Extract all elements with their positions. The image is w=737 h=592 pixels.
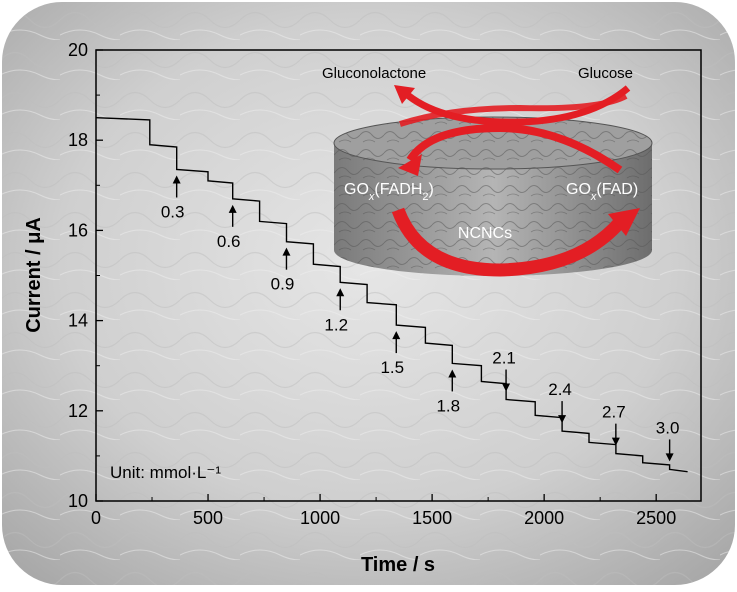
inset-label-gox-fad: GOx(FAD): [566, 181, 638, 203]
y-tick-label: 20: [68, 40, 88, 60]
concentration-label: 2.1: [492, 349, 516, 368]
unit-note: Unit: mmol·L⁻¹: [110, 463, 221, 482]
inset-label-gluconolactone: Gluconolactone: [322, 65, 426, 82]
concentration-label: 3.0: [656, 418, 680, 437]
concentration-label: 0.6: [217, 232, 241, 251]
addition-arrowhead: [172, 175, 181, 184]
axis-tick-labels: 0 500 1000 1500 2000 2500 10 12 14 16 18 20: [68, 40, 676, 528]
x-tick-label: 2500: [636, 508, 676, 528]
inset-arrowhead-fad: [608, 208, 640, 236]
inset-upper-loop-arrow: [406, 123, 623, 174]
inset-label-ncncs: NCNCs: [458, 225, 512, 242]
inset-diagram: Gluconolactone Glucose GOx(FADH2) GOx(FA…: [322, 65, 653, 277]
addition-arrowhead: [611, 437, 620, 446]
y-tick-label: 16: [68, 220, 88, 240]
y-axis-label: Current / μA: [23, 217, 45, 333]
addition-arrowhead: [336, 288, 345, 297]
addition-arrowhead: [392, 331, 401, 340]
y-tick-label: 18: [68, 130, 88, 150]
x-tick-label: 1000: [300, 508, 340, 528]
y-tick-label: 10: [68, 491, 88, 511]
concentration-label: 2.7: [602, 403, 626, 422]
inset-label-gox-fadh2: GOx(FADH2): [344, 181, 434, 203]
y-tick-label: 12: [68, 401, 88, 421]
concentration-label: 2.4: [548, 380, 572, 399]
inset-arrowhead-fadh2: [398, 154, 422, 176]
data-series: [95, 117, 688, 473]
x-axis-label: Time / s: [361, 554, 435, 576]
addition-arrowhead: [558, 415, 567, 424]
addition-arrowhead: [502, 383, 511, 392]
inset-top-crossing-arrow-right: [399, 93, 628, 127]
addition-arrowhead: [448, 369, 457, 378]
x-tick-label: 500: [193, 508, 223, 528]
addition-arrowhead: [282, 247, 291, 256]
concentration-label: 1.8: [436, 396, 460, 415]
addition-arrowhead: [228, 204, 237, 213]
concentration-annotations: 0.3 0.6 0.9 1.2 1.5 1.8 2.1 2.4 2.7 3.0: [161, 175, 680, 462]
inset-label-glucose: Glucose: [578, 65, 633, 82]
current-trace: [95, 117, 688, 473]
concentration-label: 0.9: [271, 275, 295, 294]
inset-lower-loop-arrow: [391, 207, 625, 277]
x-tick-label: 0: [91, 508, 101, 528]
y-tick-label: 14: [68, 311, 88, 331]
concentration-label: 0.3: [161, 203, 185, 222]
inset-arrowhead-gluconolactone: [394, 85, 415, 104]
x-tick-label: 2000: [524, 508, 564, 528]
concentration-label: 1.2: [324, 315, 348, 334]
x-tick-label: 1500: [412, 508, 452, 528]
axis-ticks: [95, 49, 657, 502]
concentration-label: 1.5: [380, 358, 404, 377]
addition-arrowhead: [665, 453, 674, 462]
